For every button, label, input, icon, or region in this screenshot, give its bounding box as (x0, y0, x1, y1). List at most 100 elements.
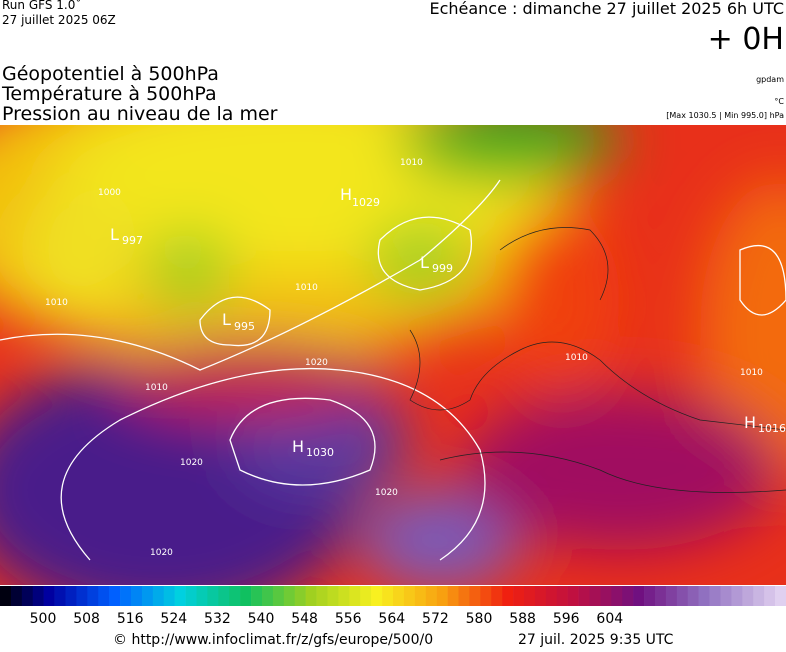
center-kind: H (744, 413, 756, 432)
colorbar-tick-label: 572 (422, 611, 449, 627)
colorbar-swatch (120, 586, 132, 606)
center-value: 999 (432, 262, 453, 275)
colorbar-swatch (240, 586, 252, 606)
colorbar-swatch (589, 586, 601, 606)
run-date: 27 juillet 2025 06Z (2, 13, 116, 27)
colorbar-swatch (207, 586, 219, 606)
colorbar-swatch (447, 586, 459, 606)
colorbar-swatch (491, 586, 503, 606)
colorbar-swatch (316, 586, 328, 606)
colorbar-swatch (305, 586, 317, 606)
colorbar-tick-label: 564 (378, 611, 405, 627)
colorbar-swatch (742, 586, 754, 606)
offset: + 0H (708, 22, 784, 57)
colorbar-swatch (534, 586, 547, 606)
unit: gpdam (756, 75, 784, 84)
colorbar-swatch (43, 586, 55, 606)
run: Run GFS 1.0˚ (2, 0, 81, 12)
footer-timestamp: 27 juil. 2025 9:35 UTC (518, 632, 674, 648)
colorbar-swatch (251, 586, 263, 606)
colorbar-swatch (665, 586, 678, 606)
colorbar-swatch (469, 586, 481, 606)
colorbar-swatch (709, 586, 721, 606)
center-kind: H (340, 185, 352, 204)
colorbar-swatch (338, 586, 350, 606)
center-kind: H (292, 437, 304, 456)
colorbar-swatch (294, 586, 306, 606)
isobar-label: 1010 (740, 368, 763, 378)
colorbar-tick-label: 540 (248, 611, 275, 627)
colorbar-swatch (141, 586, 154, 606)
colorbar-swatch (556, 586, 568, 606)
isobar-label: 1020 (150, 548, 173, 558)
colorbar-swatch (524, 586, 536, 606)
colorbar-swatch (425, 586, 437, 606)
isobar-label: 1010 (145, 383, 168, 393)
colorbar-swatch (185, 586, 197, 606)
colorbar-tick-label: 516 (117, 611, 144, 627)
colorbar-swatch (54, 586, 66, 606)
colorbar-swatch (764, 586, 776, 606)
colorbar-swatch (382, 586, 394, 606)
colorbar-tick-label: 556 (335, 611, 362, 627)
colorbar-swatch (753, 586, 765, 606)
center-value: 997 (122, 234, 143, 247)
center-value: 995 (234, 320, 255, 333)
unit: °C (774, 97, 784, 106)
colorbar-swatch (327, 586, 339, 606)
colorbar-swatch (229, 586, 241, 606)
colorbar-tick-label: 500 (30, 611, 57, 627)
colorbar-swatch (98, 586, 110, 606)
colorbar-swatch (76, 586, 88, 606)
colorbar-swatch (393, 586, 405, 606)
colorbar-swatch (152, 586, 165, 606)
center-value: 1030 (306, 446, 334, 459)
isobar-label: 1000 (98, 188, 121, 198)
colorbar-swatch (109, 586, 121, 606)
colorbar-swatch (622, 586, 634, 606)
colorbar-swatch (283, 586, 296, 606)
colorbar-tick-label: 604 (596, 611, 623, 627)
colorbar-swatch (371, 586, 383, 606)
colorbar: 500 508 516 524 532 540 548 556 564 572 580 588 596 6… (0, 586, 786, 627)
echeance: Echéance : dimanche 27 juillet 2025 6h U… (429, 0, 784, 18)
colorbar-tick-label: 596 (553, 611, 580, 627)
colorbar-swatch (633, 586, 645, 606)
center-kind: L (420, 253, 429, 272)
colorbar-swatch (65, 586, 77, 606)
map: H 1029 L 999 L 995 L 997 H 1030 H 1016 1… (0, 125, 786, 585)
colorbar-swatch (731, 586, 743, 606)
colorbar-swatch (480, 586, 492, 606)
isobar-label: 1010 (565, 353, 588, 363)
colorbar-swatch (502, 586, 514, 606)
colorbar-swatch (174, 586, 186, 606)
colorbar-tick-label: 524 (160, 611, 187, 627)
colorbar-swatch (403, 586, 416, 606)
colorbar-tick-label: 508 (73, 611, 100, 627)
colorbar-swatch (611, 586, 623, 606)
colorbar-tick-label: 588 (509, 611, 536, 627)
colorbar-swatch (360, 586, 372, 606)
colorbar-swatch (87, 586, 99, 606)
colorbar-swatch (131, 586, 143, 606)
title: Température à 500hPa (1, 83, 217, 105)
colorbar-swatch (196, 586, 208, 606)
colorbar-swatch (720, 586, 732, 606)
isobar-label: 1020 (305, 358, 328, 368)
colorbar-swatch (262, 586, 274, 606)
title: Pression au niveau de la mer (2, 103, 278, 125)
colorbar-swatch (163, 586, 175, 606)
colorbar-tick-label: 548 (291, 611, 318, 627)
isobar-label: 1010 (295, 283, 318, 293)
colorbar-swatch (775, 586, 786, 606)
colorbar-swatch (687, 586, 699, 606)
colorbar-swatch (578, 586, 590, 606)
colorbar-swatch (0, 586, 12, 606)
colorbar-tick-label: 532 (204, 611, 231, 627)
colorbar-swatch (698, 586, 710, 606)
isobar-label: 1010 (400, 158, 423, 168)
colorbar-swatch (513, 586, 525, 606)
colorbar-swatch (349, 586, 361, 606)
center-value: 1029 (352, 196, 380, 209)
